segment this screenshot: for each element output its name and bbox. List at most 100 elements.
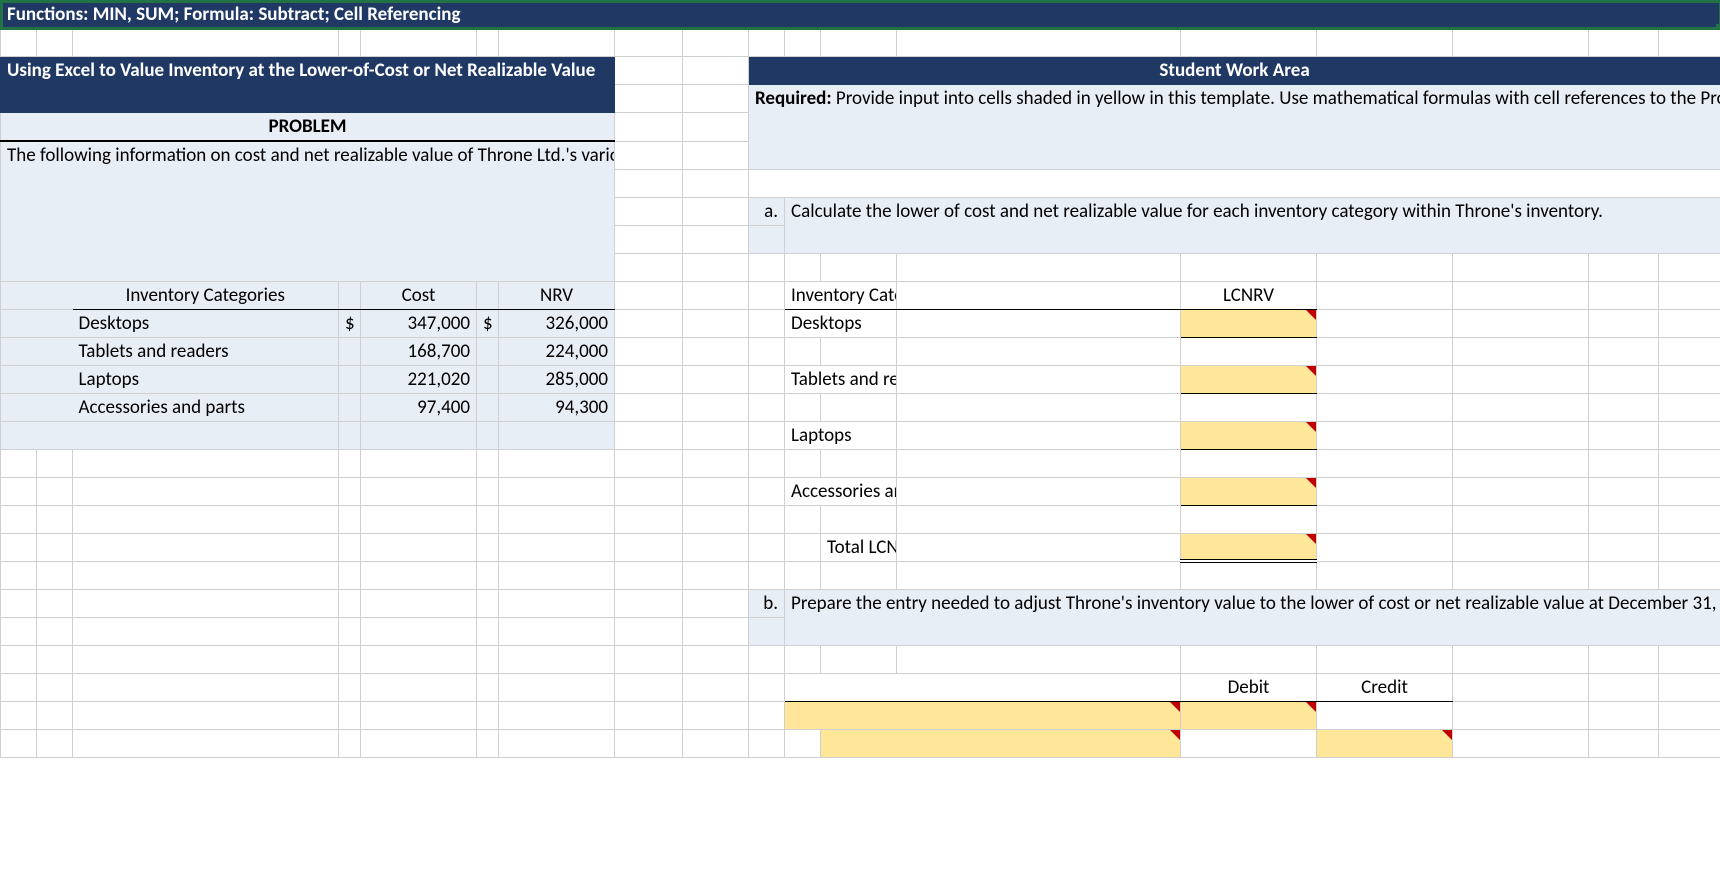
cell[interactable] — [477, 421, 499, 449]
cell[interactable] — [37, 477, 73, 505]
cell[interactable] — [683, 701, 749, 729]
cell[interactable] — [477, 281, 499, 309]
cell[interactable] — [499, 533, 615, 561]
cell[interactable] — [37, 701, 73, 729]
cell[interactable] — [477, 673, 499, 701]
cell[interactable] — [1317, 365, 1453, 393]
cell[interactable] — [1453, 729, 1589, 757]
cell[interactable] — [785, 505, 821, 533]
cell[interactable] — [37, 449, 73, 477]
cell[interactable] — [1, 645, 37, 673]
cell[interactable] — [1453, 393, 1589, 421]
cell[interactable] — [897, 645, 1181, 673]
cell[interactable] — [1589, 477, 1659, 505]
cell[interactable] — [749, 29, 785, 57]
cell[interactable] — [37, 561, 73, 589]
cell[interactable] — [683, 113, 749, 142]
cell[interactable] — [1589, 533, 1659, 561]
cell[interactable] — [361, 421, 477, 449]
cell[interactable] — [1589, 421, 1659, 449]
cell[interactable] — [1453, 253, 1589, 281]
cell[interactable] — [615, 225, 683, 253]
cell[interactable] — [477, 533, 499, 561]
cell[interactable] — [1317, 533, 1453, 561]
cell[interactable] — [785, 449, 821, 477]
cell[interactable] — [499, 589, 615, 617]
cell[interactable] — [1589, 505, 1659, 533]
cell[interactable] — [1659, 729, 1720, 757]
cell[interactable] — [821, 253, 897, 281]
cell[interactable] — [37, 29, 73, 57]
cell[interactable] — [683, 253, 749, 281]
cell[interactable] — [73, 561, 339, 589]
cell[interactable] — [1453, 673, 1589, 701]
cell[interactable] — [1589, 337, 1659, 365]
cell[interactable] — [683, 309, 749, 337]
cell[interactable] — [749, 701, 785, 729]
cell[interactable] — [1317, 309, 1453, 337]
cell[interactable] — [1, 617, 37, 645]
cell[interactable] — [615, 197, 683, 225]
cell[interactable] — [749, 253, 785, 281]
cell[interactable] — [749, 281, 785, 309]
cell[interactable] — [897, 449, 1181, 477]
cell[interactable] — [1659, 561, 1720, 589]
cell[interactable] — [615, 729, 683, 757]
cell[interactable] — [749, 729, 785, 757]
cell[interactable] — [361, 29, 477, 57]
cell[interactable] — [1317, 449, 1453, 477]
cell[interactable] — [361, 617, 477, 645]
cell[interactable] — [499, 449, 615, 477]
cell[interactable] — [339, 645, 361, 673]
cell[interactable] — [361, 701, 477, 729]
cell[interactable] — [821, 561, 897, 589]
cell[interactable] — [1589, 29, 1659, 57]
cell[interactable] — [499, 561, 615, 589]
cell[interactable] — [897, 337, 1181, 365]
cell[interactable] — [1181, 505, 1317, 533]
cell[interactable] — [615, 477, 683, 505]
cell[interactable] — [1659, 29, 1720, 57]
cell[interactable] — [683, 589, 749, 617]
cell[interactable] — [73, 533, 339, 561]
cell[interactable] — [1181, 449, 1317, 477]
cell[interactable] — [1453, 561, 1589, 589]
cell[interactable] — [1589, 393, 1659, 421]
cell[interactable] — [477, 365, 499, 393]
cell[interactable] — [73, 29, 339, 57]
cell[interactable] — [1589, 561, 1659, 589]
cell[interactable] — [1659, 309, 1720, 337]
cell[interactable] — [749, 561, 785, 589]
cell[interactable] — [1453, 29, 1589, 57]
cell[interactable] — [477, 617, 499, 645]
cell[interactable] — [683, 533, 749, 561]
cell[interactable] — [1317, 281, 1453, 309]
cell[interactable] — [683, 673, 749, 701]
cell[interactable] — [1, 505, 37, 533]
cell[interactable] — [615, 281, 683, 309]
cell[interactable] — [339, 589, 361, 617]
cell[interactable] — [615, 365, 683, 393]
cell[interactable] — [683, 169, 749, 197]
cell[interactable] — [683, 337, 749, 365]
cell[interactable] — [749, 617, 785, 645]
cell[interactable] — [1, 281, 37, 309]
cell[interactable] — [1317, 29, 1453, 57]
cell[interactable] — [37, 533, 73, 561]
cell[interactable] — [499, 673, 615, 701]
cell[interactable] — [1453, 645, 1589, 673]
cell[interactable] — [785, 673, 1181, 701]
je-debit-input[interactable] — [1181, 701, 1317, 729]
cell[interactable] — [1659, 337, 1720, 365]
cell[interactable] — [339, 729, 361, 757]
cell[interactable] — [1453, 505, 1589, 533]
cell[interactable] — [615, 533, 683, 561]
cell[interactable] — [749, 477, 785, 505]
cell[interactable] — [785, 729, 821, 757]
cell[interactable] — [339, 505, 361, 533]
cell[interactable] — [37, 337, 73, 365]
cell[interactable] — [73, 449, 339, 477]
cell[interactable] — [37, 421, 73, 449]
cell[interactable] — [37, 365, 73, 393]
cell[interactable] — [37, 617, 73, 645]
